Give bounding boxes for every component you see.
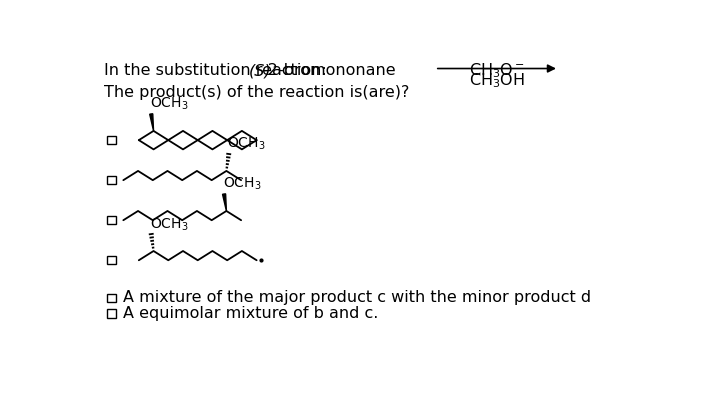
Bar xyxy=(107,216,116,224)
Bar xyxy=(107,176,116,184)
Polygon shape xyxy=(150,114,153,131)
Text: $\mathrm{OCH_3}$: $\mathrm{OCH_3}$ xyxy=(222,176,261,193)
Text: $\mathrm{CH_3OH}$: $\mathrm{CH_3OH}$ xyxy=(469,72,525,90)
Text: In the substitution reaction:: In the substitution reaction: xyxy=(104,63,332,78)
Text: -2-bromononane: -2-bromononane xyxy=(262,63,396,78)
Text: $\mathrm{OCH_3}$: $\mathrm{OCH_3}$ xyxy=(150,96,188,113)
Bar xyxy=(107,309,116,318)
Text: $\mathrm{OCH_3}$: $\mathrm{OCH_3}$ xyxy=(150,216,188,233)
Text: (S): (S) xyxy=(249,63,271,78)
Polygon shape xyxy=(222,194,226,211)
Bar xyxy=(107,136,116,144)
Text: A mixture of the major product c with the minor product d: A mixture of the major product c with th… xyxy=(122,291,590,306)
Bar xyxy=(107,294,116,302)
Text: $\mathrm{CH_3O^-}$: $\mathrm{CH_3O^-}$ xyxy=(469,62,525,80)
Text: $\mathrm{OCH_3}$: $\mathrm{OCH_3}$ xyxy=(228,136,266,153)
Text: A equimolar mixture of b and c.: A equimolar mixture of b and c. xyxy=(122,306,378,321)
Text: The product(s) of the reaction is(are)?: The product(s) of the reaction is(are)? xyxy=(104,85,410,100)
Bar xyxy=(107,256,116,264)
